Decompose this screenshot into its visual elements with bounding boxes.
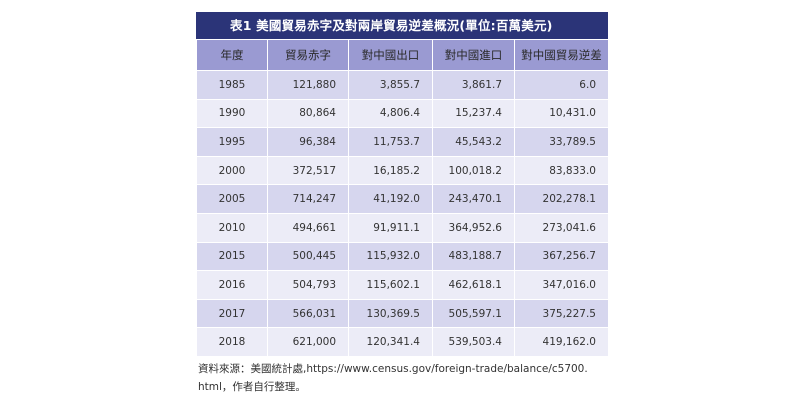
cell-trade-deficit: 566,031 (267, 298, 349, 329)
cell-china-deficit: 83,833.0 (514, 155, 609, 186)
cell-exports: 115,602.1 (348, 270, 433, 300)
table-header-row: 年度 貿易赤字 對中國出口 對中國進口 對中國貿易逆差 (196, 39, 609, 71)
header-deficit-with-china: 對中國貿易逆差 (514, 39, 609, 71)
trade-deficit-table: 年度 貿易赤字 對中國出口 對中國進口 對中國貿易逆差 1985 121,880… (196, 39, 609, 357)
table-row: 2005 714,247 41,192.0 243,470.1 202,278.… (196, 184, 609, 214)
cell-year: 2016 (196, 270, 268, 300)
source-line-2: html，作者自行整理。 (198, 380, 306, 393)
trade-table-container: 表1 美國貿易赤字及對兩岸貿易逆差概況(單位:百萬美元) 年度 貿易赤字 對中國… (196, 12, 609, 396)
cell-exports: 115,932.0 (348, 241, 433, 272)
cell-exports: 91,911.1 (348, 212, 433, 243)
source-note: 資料來源：美國統計處,https://www.census.gov/foreig… (198, 360, 608, 396)
cell-trade-deficit: 500,445 (267, 241, 349, 272)
cell-china-deficit: 10,431.0 (514, 98, 609, 129)
cell-china-deficit: 6.0 (514, 70, 609, 100)
source-line-1: 資料來源：美國統計處,https://www.census.gov/foreig… (198, 362, 588, 375)
cell-year: 2018 (196, 327, 268, 357)
cell-imports: 45,543.2 (432, 127, 515, 157)
table-row: 1995 96,384 11,753.7 45,543.2 33,789.5 (196, 127, 609, 157)
cell-trade-deficit: 621,000 (267, 327, 349, 357)
cell-trade-deficit: 494,661 (267, 212, 349, 243)
cell-year: 2017 (196, 298, 268, 329)
header-exports-to-china: 對中國出口 (348, 39, 433, 71)
cell-china-deficit: 375,227.5 (514, 298, 609, 329)
cell-imports: 505,597.1 (432, 298, 515, 329)
cell-year: 2005 (196, 184, 268, 214)
cell-imports: 462,618.1 (432, 270, 515, 300)
cell-china-deficit: 419,162.0 (514, 327, 609, 357)
cell-exports: 4,806.4 (348, 98, 433, 129)
header-trade-deficit: 貿易赤字 (267, 39, 349, 71)
cell-china-deficit: 367,256.7 (514, 241, 609, 272)
cell-exports: 41,192.0 (348, 184, 433, 214)
cell-imports: 15,237.4 (432, 98, 515, 129)
cell-year: 2000 (196, 155, 268, 186)
cell-exports: 130,369.5 (348, 298, 433, 329)
table-row: 1985 121,880 3,855.7 3,861.7 6.0 (196, 70, 609, 100)
header-imports-from-china: 對中國進口 (432, 39, 515, 71)
table-row: 2016 504,793 115,602.1 462,618.1 347,016… (196, 270, 609, 300)
cell-china-deficit: 347,016.0 (514, 270, 609, 300)
cell-trade-deficit: 121,880 (267, 70, 349, 100)
cell-year: 1985 (196, 70, 268, 100)
table-row: 2000 372,517 16,185.2 100,018.2 83,833.0 (196, 155, 609, 186)
cell-imports: 483,188.7 (432, 241, 515, 272)
cell-imports: 243,470.1 (432, 184, 515, 214)
cell-exports: 3,855.7 (348, 70, 433, 100)
table-row: 2018 621,000 120,341.4 539,503.4 419,162… (196, 327, 609, 357)
cell-year: 2015 (196, 241, 268, 272)
cell-trade-deficit: 714,247 (267, 184, 349, 214)
cell-year: 2010 (196, 212, 268, 243)
cell-china-deficit: 33,789.5 (514, 127, 609, 157)
cell-imports: 3,861.7 (432, 70, 515, 100)
cell-trade-deficit: 372,517 (267, 155, 349, 186)
cell-imports: 364,952.6 (432, 212, 515, 243)
table-row: 2015 500,445 115,932.0 483,188.7 367,256… (196, 241, 609, 272)
cell-trade-deficit: 504,793 (267, 270, 349, 300)
cell-china-deficit: 273,041.6 (514, 212, 609, 243)
cell-exports: 16,185.2 (348, 155, 433, 186)
table-row: 1990 80,864 4,806.4 15,237.4 10,431.0 (196, 98, 609, 129)
cell-exports: 11,753.7 (348, 127, 433, 157)
table-row: 2010 494,661 91,911.1 364,952.6 273,041.… (196, 212, 609, 243)
cell-trade-deficit: 96,384 (267, 127, 349, 157)
cell-imports: 539,503.4 (432, 327, 515, 357)
table-title: 表1 美國貿易赤字及對兩岸貿易逆差概況(單位:百萬美元) (196, 12, 608, 39)
table-row: 2017 566,031 130,369.5 505,597.1 375,227… (196, 298, 609, 329)
header-year: 年度 (196, 39, 268, 71)
cell-china-deficit: 202,278.1 (514, 184, 609, 214)
cell-exports: 120,341.4 (348, 327, 433, 357)
cell-trade-deficit: 80,864 (267, 98, 349, 129)
cell-imports: 100,018.2 (432, 155, 515, 186)
cell-year: 1990 (196, 98, 268, 129)
cell-year: 1995 (196, 127, 268, 157)
